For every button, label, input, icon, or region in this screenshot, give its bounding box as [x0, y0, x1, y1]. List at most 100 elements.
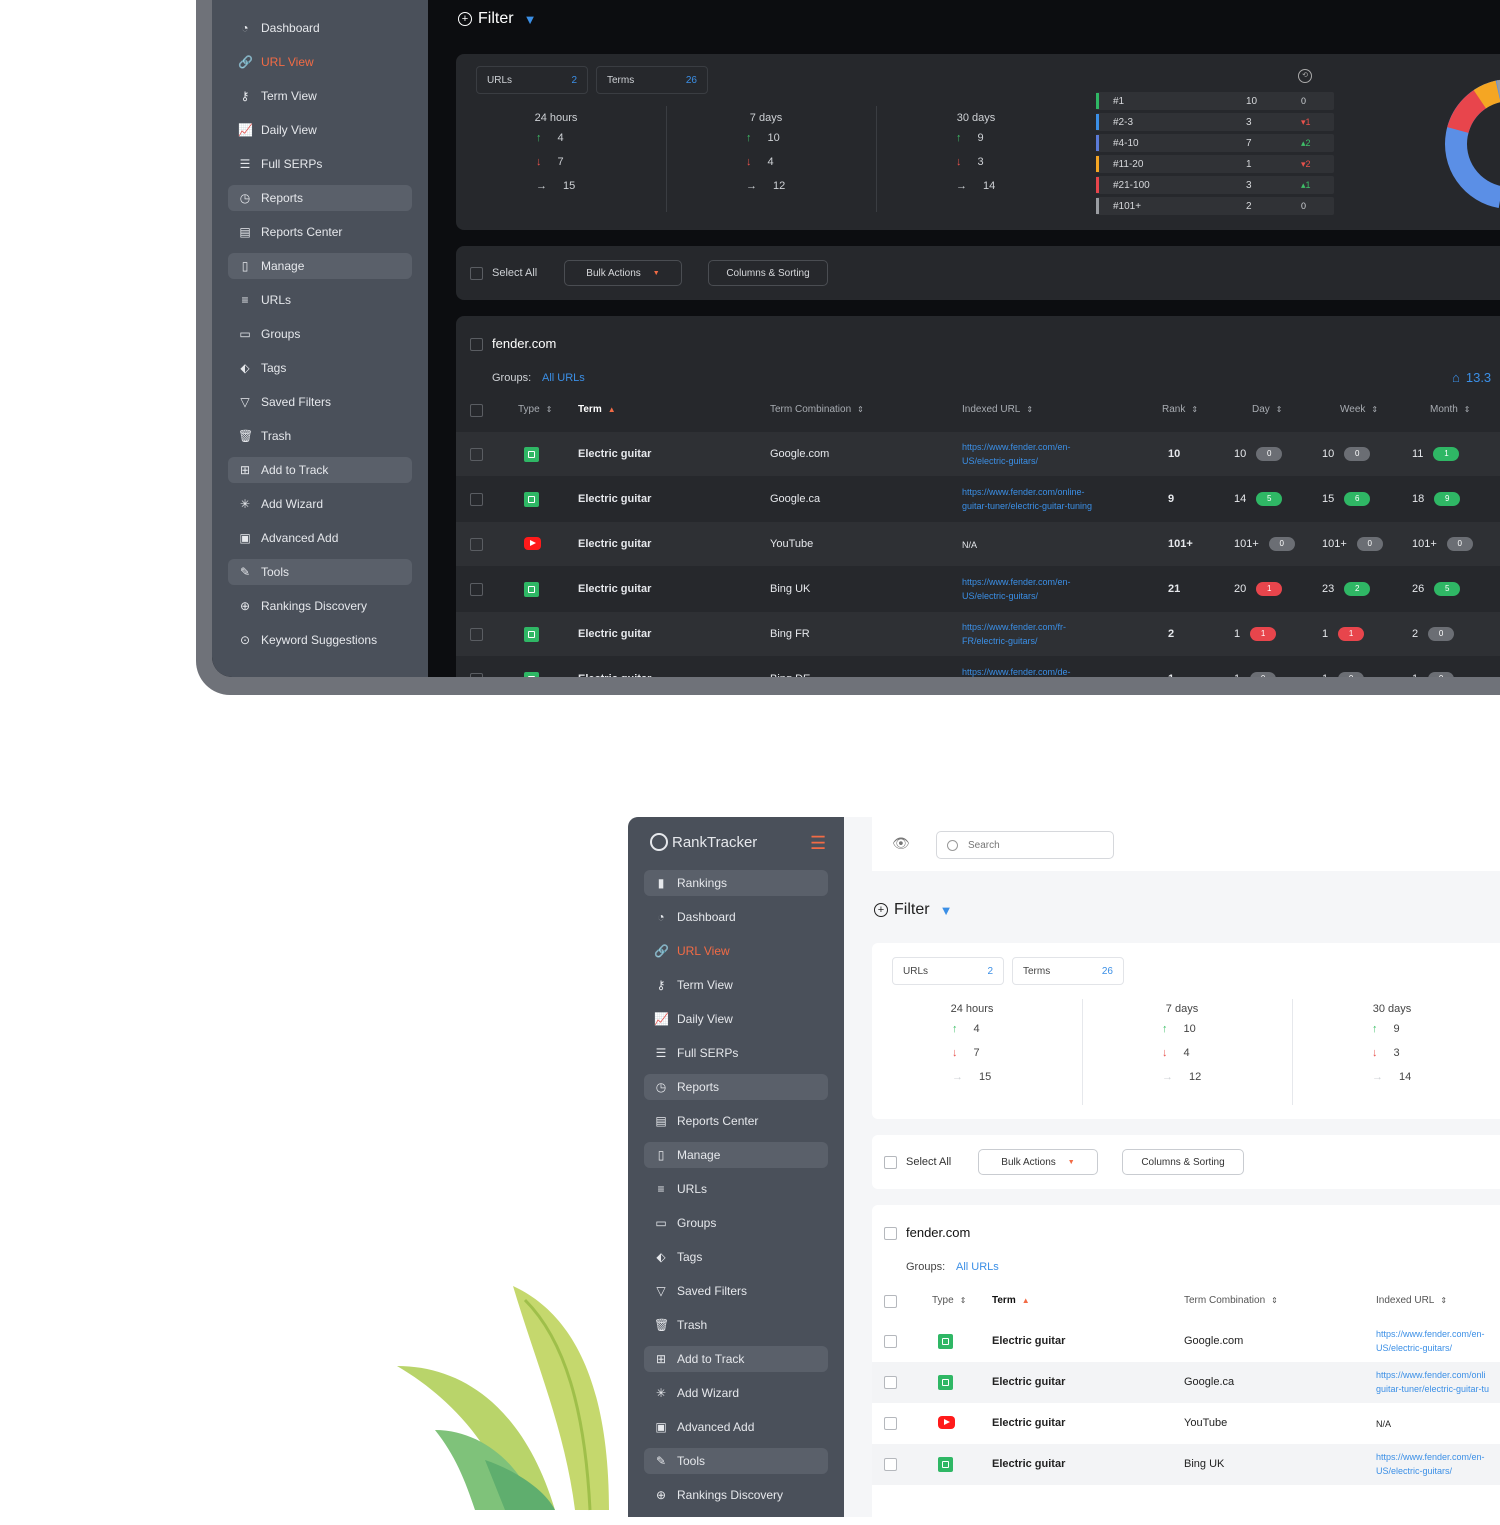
- sidebar-item-reports[interactable]: ◷ Reports: [212, 185, 428, 211]
- columns-sorting-button[interactable]: Columns & Sorting: [1122, 1149, 1244, 1175]
- column-header-combo[interactable]: Term Combination ⇕: [1184, 1295, 1278, 1306]
- term-cell[interactable]: Electric guitar: [992, 1458, 1066, 1470]
- sidebar-item-trash[interactable]: 🗑 Trash: [212, 423, 428, 449]
- term-cell[interactable]: Electric guitar: [578, 628, 652, 640]
- sidebar-item-dashboard[interactable]: ◔ Dashboard: [212, 15, 428, 41]
- term-cell[interactable]: Electric guitar: [992, 1335, 1066, 1347]
- sidebar-item-tools[interactable]: ✎ Tools: [212, 559, 428, 585]
- filter-toggle[interactable]: + Filter ▼: [458, 10, 536, 28]
- sidebar-item-manage[interactable]: ▯ Manage: [628, 1142, 844, 1168]
- indexed-url-link[interactable]: https://www.fender.com/onli guitar-tuner/…: [1376, 1368, 1500, 1396]
- indexed-url-link[interactable]: https://www.fender.com/en- US/electric-gu…: [962, 575, 1102, 603]
- sidebar-item-url-view[interactable]: 🔗 URL View: [628, 938, 844, 964]
- site-checkbox[interactable]: [470, 338, 483, 351]
- row-checkbox[interactable]: [470, 538, 483, 551]
- column-header-term[interactable]: Term ▲: [992, 1295, 1030, 1306]
- row-checkbox[interactable]: [470, 583, 483, 596]
- row-checkbox[interactable]: [884, 1417, 897, 1430]
- sidebar-item-add-to-track[interactable]: ⊞ Add to Track: [628, 1346, 844, 1372]
- indexed-url-link[interactable]: https://www.fender.com/en- US/electric-gu…: [1376, 1450, 1500, 1478]
- brand-logo[interactable]: RankTracker: [650, 833, 757, 851]
- indexed-url-link[interactable]: https://www.fender.com/en- US/electric-gu…: [962, 440, 1102, 468]
- sidebar-item-keyword-suggestions[interactable]: ⊙ Keyword Suggestions: [212, 627, 428, 653]
- terms-chip[interactable]: Terms 26: [1012, 957, 1124, 985]
- sidebar-item-trash[interactable]: 🗑 Trash: [628, 1312, 844, 1338]
- sidebar-item-tags[interactable]: ⬖ Tags: [212, 355, 428, 381]
- table-row[interactable]: Electric guitar Google.ca https://www.fend…: [456, 477, 1500, 521]
- table-row[interactable]: Electric guitar YouTube N/A: [872, 1403, 1500, 1444]
- terms-chip[interactable]: Terms 26: [596, 66, 708, 94]
- sidebar-item-term-view[interactable]: ⚷ Term View: [628, 972, 844, 998]
- header-checkbox[interactable]: [470, 404, 483, 417]
- row-checkbox[interactable]: [470, 673, 483, 677]
- sidebar-item-groups[interactable]: ▭ Groups: [628, 1210, 844, 1236]
- sidebar-item-daily-view[interactable]: 📈 Daily View: [212, 117, 428, 143]
- row-checkbox[interactable]: [470, 628, 483, 641]
- sidebar-item-url-view[interactable]: 🔗 URL View: [212, 49, 428, 75]
- eye-icon[interactable]: 👁: [892, 835, 910, 851]
- light-filter-toggle[interactable]: + Filter ▼: [874, 901, 952, 919]
- sidebar-item-advanced-add[interactable]: ▣ Advanced Add: [212, 525, 428, 551]
- column-header-month[interactable]: Month ⇕: [1430, 404, 1471, 415]
- row-checkbox[interactable]: [884, 1376, 897, 1389]
- sidebar-item-rankings-discovery[interactable]: ⊕ Rankings Discovery: [212, 593, 428, 619]
- site-checkbox[interactable]: [884, 1227, 897, 1240]
- term-cell[interactable]: Electric guitar: [578, 673, 651, 677]
- sidebar-item-daily-view[interactable]: 📈 Daily View: [628, 1006, 844, 1032]
- select-all-checkbox[interactable]: [470, 267, 483, 280]
- row-checkbox[interactable]: [884, 1335, 897, 1348]
- term-cell[interactable]: Electric guitar: [992, 1376, 1066, 1388]
- column-header-url[interactable]: Indexed URL ⇕: [962, 404, 1033, 415]
- sidebar-item-tags[interactable]: ⬖ Tags: [628, 1244, 844, 1270]
- term-cell[interactable]: Electric guitar: [578, 493, 652, 505]
- table-row[interactable]: Electric guitar Bing FR https://www.fender…: [456, 612, 1500, 656]
- urls-chip[interactable]: URLs 2: [476, 66, 588, 94]
- table-row[interactable]: Electric guitar Bing UK https://www.fender…: [456, 567, 1500, 611]
- sidebar-item-rankings-discovery[interactable]: ⊕ Rankings Discovery: [628, 1482, 844, 1508]
- term-cell[interactable]: Electric guitar: [578, 583, 652, 595]
- table-row[interactable]: Electric guitar Google.com https://www.fen…: [456, 432, 1500, 476]
- sidebar-item-add-wizard[interactable]: ✳ Add Wizard: [628, 1380, 844, 1406]
- indexed-url-link[interactable]: https://www.fender.com/online-guitar-tun…: [962, 485, 1102, 513]
- search-box[interactable]: [936, 831, 1114, 859]
- sidebar-item-saved-filters[interactable]: ▽ Saved Filters: [212, 389, 428, 415]
- term-cell[interactable]: Electric guitar: [578, 538, 652, 550]
- bulk-actions-button[interactable]: Bulk Actions ▼: [978, 1149, 1098, 1175]
- sidebar-item-reports-center[interactable]: ▤ Reports Center: [212, 219, 428, 245]
- table-row[interactable]: Electric guitar Bing UK https://www.fender…: [872, 1444, 1500, 1485]
- table-row[interactable]: Electric guitar Google.com https://www.fen…: [872, 1321, 1500, 1362]
- indexed-url-link[interactable]: https://www.fender.com/en- US/electric-gu…: [1376, 1327, 1500, 1355]
- groups-link[interactable]: All URLs: [956, 1261, 999, 1273]
- column-header-type[interactable]: Type ⇕: [518, 404, 552, 415]
- sidebar-item-saved-filters[interactable]: ▽ Saved Filters: [628, 1278, 844, 1304]
- table-row[interactable]: Electric guitar Google.ca https://www.fend…: [872, 1362, 1500, 1403]
- row-checkbox[interactable]: [884, 1458, 897, 1471]
- hamburger-menu-icon[interactable]: ☰: [810, 833, 827, 853]
- row-checkbox[interactable]: [470, 448, 483, 461]
- sidebar-item-term-view[interactable]: ⚷ Term View: [212, 83, 428, 109]
- column-header-week[interactable]: Week ⇕: [1340, 404, 1378, 415]
- indexed-url-link[interactable]: https://www.fender.com/fr- FR/electric-gu…: [962, 620, 1102, 648]
- sidebar-item-manage[interactable]: ▯ Manage: [212, 253, 428, 279]
- sidebar-item-tools[interactable]: ✎ Tools: [628, 1448, 844, 1474]
- table-row[interactable]: Electric guitar Bing DE https://www.fender…: [456, 657, 1500, 677]
- urls-chip[interactable]: URLs 2: [892, 957, 1004, 985]
- sidebar-item-advanced-add[interactable]: ▣ Advanced Add: [628, 1414, 844, 1440]
- column-header-url[interactable]: Indexed URL ⇕: [1376, 1295, 1447, 1306]
- sidebar-item-add-wizard[interactable]: ✳ Add Wizard: [212, 491, 428, 517]
- sidebar-item-reports-center[interactable]: ▤ Reports Center: [628, 1108, 844, 1134]
- sidebar-item-urls[interactable]: ≡ URLs: [628, 1176, 844, 1202]
- term-cell[interactable]: Electric guitar: [578, 448, 652, 460]
- sidebar-item-add-to-track[interactable]: ⊞ Add to Track: [212, 457, 428, 483]
- sidebar-item-full-serps[interactable]: ☰ Full SERPs: [212, 151, 428, 177]
- column-header-type[interactable]: Type ⇕: [932, 1295, 966, 1306]
- search-input[interactable]: [968, 839, 1088, 851]
- column-header-rank[interactable]: Rank ⇕: [1162, 404, 1198, 415]
- sidebar-item-reports[interactable]: ◷ Reports: [628, 1074, 844, 1100]
- header-checkbox[interactable]: [884, 1295, 897, 1308]
- sidebar-item-full-serps[interactable]: ☰ Full SERPs: [628, 1040, 844, 1066]
- row-checkbox[interactable]: [470, 493, 483, 506]
- history-icon[interactable]: ⟲: [1298, 69, 1312, 83]
- table-row[interactable]: Electric guitar YouTube N/A 101+ 101+ 0 101+ 0 1…: [456, 522, 1500, 566]
- sidebar-item-urls[interactable]: ≡ URLs: [212, 287, 428, 313]
